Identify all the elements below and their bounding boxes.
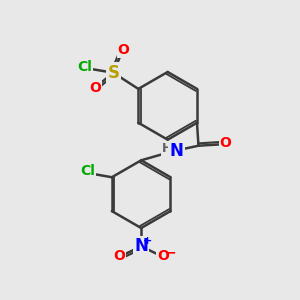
- Text: N: N: [169, 142, 183, 160]
- Text: O: O: [113, 249, 125, 263]
- Text: S: S: [107, 64, 119, 82]
- Text: O: O: [89, 81, 101, 95]
- Text: Cl: Cl: [80, 164, 95, 178]
- Text: Cl: Cl: [77, 60, 92, 74]
- Text: −: −: [165, 246, 176, 260]
- Text: H: H: [162, 142, 172, 155]
- Text: N: N: [134, 237, 148, 255]
- Text: O: O: [118, 43, 130, 57]
- Text: +: +: [143, 236, 152, 246]
- Text: O: O: [220, 136, 232, 150]
- Text: O: O: [157, 249, 169, 263]
